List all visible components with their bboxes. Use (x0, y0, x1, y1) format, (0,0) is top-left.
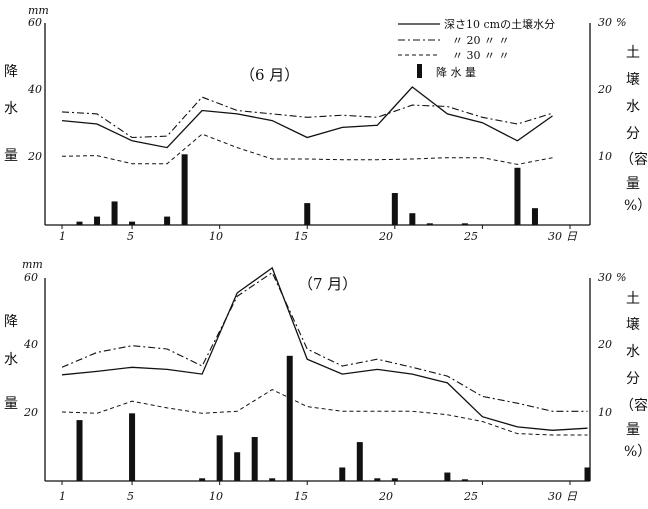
july-precip-bar (76, 420, 83, 481)
june-x-tick: 1 (59, 230, 66, 243)
june-precip-bar (76, 221, 83, 225)
july-x-tick: 20 (378, 490, 393, 503)
june-left-label-char: 水 (4, 101, 18, 117)
july-precip-bar (374, 478, 381, 481)
june-precip-bar (111, 201, 118, 225)
july-left-unit: mm (22, 258, 43, 271)
june-precip-bar (94, 216, 101, 225)
july-precip-bar (461, 479, 468, 481)
july-x-tick: 1 (59, 490, 66, 503)
june-right-tick-30: 30 (598, 16, 612, 29)
june-precip-bar (164, 216, 171, 225)
july-left-tick-60: 60 (24, 271, 38, 284)
june-precip-bar (531, 208, 538, 225)
july-precip-bar (391, 478, 398, 481)
june-x-tick: 25 (463, 230, 478, 243)
legend-item-10cm: 深さ10 cmの土壌水分 (444, 18, 555, 31)
legend-item-20cm: 〃 20 〃 〃 (452, 34, 510, 47)
july-precip-bar (584, 467, 591, 481)
june-right-label-char: （容 (620, 151, 648, 168)
june-x-tick: 15 (294, 230, 308, 243)
july-precip-bar (199, 478, 206, 481)
june-precip-bar (391, 193, 398, 225)
july-soil-20cm-line (61, 271, 588, 412)
july-precip-bar (356, 442, 363, 481)
june-x-tick: 10 (209, 230, 223, 243)
june-right-label-char: 量 (626, 176, 640, 192)
july-precip-bar (216, 435, 223, 481)
legend-swatch-bar (417, 64, 422, 78)
june-precip-bar (461, 223, 468, 225)
july-x-tick: 30 (548, 490, 562, 503)
june-x-end-label: 日 (566, 230, 578, 243)
legend-item-30cm: 〃 30 〃 〃 (452, 49, 510, 62)
july-month-label: （7 月） (298, 275, 357, 293)
july-precip-bar (129, 413, 136, 481)
july-left-label-char: 水 (4, 352, 18, 368)
july-precip-bar (234, 452, 241, 481)
july-x-tick: 5 (127, 490, 134, 503)
june-left-unit: mm (28, 4, 49, 17)
june-right-label-char: 水 (626, 99, 640, 115)
july-right-tick-20: 20 (597, 338, 612, 351)
july-right-label-char: 量 (626, 422, 640, 438)
july-precip-bar (251, 437, 258, 481)
july-right-tick-10: 10 (598, 406, 612, 419)
june-right-tick-10: 10 (598, 150, 612, 163)
legend-item-precip: 降 水 量 (436, 65, 476, 79)
june-x-tick: 30 (548, 230, 562, 243)
july-right-label-char: %） (624, 444, 648, 460)
june-precip-bar (304, 203, 311, 225)
june-soil-30cm-line (61, 133, 553, 165)
june-right-label-char: 土 (626, 45, 640, 61)
july-x-tick: 10 (209, 490, 223, 503)
july-left-label-char: 量 (4, 396, 18, 412)
july-right-label-char: 土 (626, 291, 640, 307)
june-left-label-char: 降 (4, 64, 18, 80)
july-precip-bar (339, 467, 346, 481)
july-precip-bar (444, 472, 451, 481)
july-right-label-char: 分 (626, 371, 640, 387)
june-month-label: （6 月） (240, 66, 299, 84)
july-precip-bar (286, 355, 293, 481)
july-soil-10cm-line (61, 266, 588, 431)
july-panel: mm 60 40 20 降 水 量 30 % 20 10 土 壌 水 分 （容 … (4, 258, 648, 503)
july-right-tick-30: 30 (598, 271, 612, 284)
june-left-label-char: 量 (4, 148, 18, 164)
legend: 深さ10 cmの土壌水分 〃 20 〃 〃 〃 30 〃 〃 降 水 量 (398, 18, 555, 79)
july-right-label-char: 水 (626, 344, 640, 360)
july-left-tick-20: 20 (23, 406, 38, 419)
july-left-tick-40: 40 (23, 338, 38, 351)
june-right-label-char: %） (624, 198, 648, 214)
july-x-tick: 15 (294, 490, 308, 503)
june-precip-bar (409, 213, 416, 225)
july-x-end-label: 日 (566, 490, 578, 503)
june-x-tick: 20 (378, 230, 393, 243)
june-x-tick: 5 (127, 230, 134, 243)
june-right-tick-20: 20 (597, 83, 612, 96)
july-precip-bar (269, 478, 276, 481)
june-soil-20cm-line (61, 96, 553, 139)
july-soil-30cm-line (61, 389, 588, 436)
july-x-tick: 25 (463, 490, 478, 503)
june-left-tick-20: 20 (27, 150, 42, 163)
july-right-label-char: （容 (620, 397, 648, 414)
june-precip-bar (514, 167, 521, 225)
june-precip-bar (426, 223, 433, 225)
june-precip-bar (129, 221, 136, 225)
june-soil-10cm-line (61, 86, 553, 149)
june-right-label-char: 壌 (626, 72, 640, 88)
june-precip-bar (181, 154, 188, 225)
june-right-label-char: 分 (626, 126, 640, 142)
july-right-label-char: 壌 (626, 317, 640, 333)
june-left-tick-40: 40 (27, 83, 42, 96)
june-panel: mm 60 40 20 降 水 量 30 % 20 10 土 壌 水 分 （容 … (4, 4, 648, 243)
july-left-label-char: 降 (4, 314, 18, 330)
june-right-unit: % (616, 16, 626, 29)
june-left-tick-60: 60 (28, 16, 42, 29)
july-right-unit: % (616, 271, 626, 284)
